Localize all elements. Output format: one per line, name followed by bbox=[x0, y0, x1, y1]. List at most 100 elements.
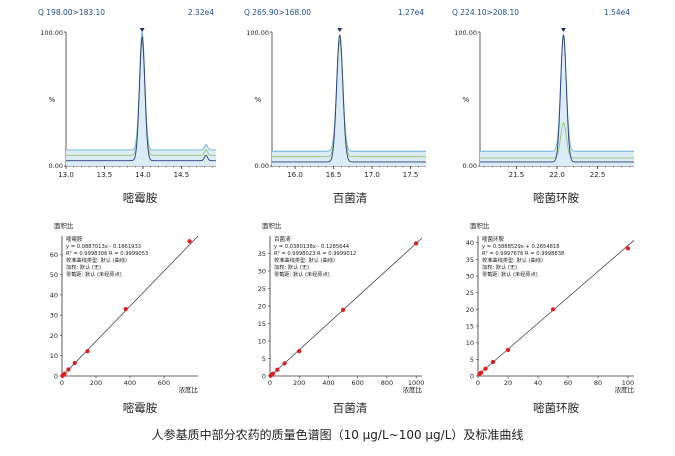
cal-x-tick-label: 600 bbox=[158, 379, 170, 387]
calibration-point bbox=[478, 370, 484, 375]
y-axis-label: % bbox=[255, 96, 262, 104]
chromatogram-trace bbox=[272, 34, 426, 163]
cal-legend-line: R² = 0.9998023 R = 0.9999012 bbox=[274, 251, 356, 257]
cal-y-tick-label: 25 bbox=[466, 289, 474, 297]
calibration-point bbox=[340, 307, 346, 312]
cal-x-tick-label: 800 bbox=[381, 379, 393, 387]
y-tick-label: 100.00 bbox=[246, 29, 269, 37]
cal-legend-line: y = 0.0380138x - 0.1285644 bbox=[274, 244, 350, 250]
chromatogram-compound-name: 百菌清 bbox=[332, 191, 368, 205]
intensity-label: 1.27e4 bbox=[398, 8, 424, 17]
cal-legend-line: y = 0.3888529x + 0.2654818 bbox=[482, 244, 560, 250]
calibration-point bbox=[505, 347, 511, 353]
cal-x-tick-label: 100 bbox=[622, 379, 634, 387]
cal-y-tick-label: 0 bbox=[262, 373, 266, 381]
chromatogram-trace bbox=[480, 122, 634, 159]
cal-y-tick-label: 50 bbox=[50, 271, 58, 279]
chromatogram-trace bbox=[272, 39, 426, 158]
cal-x-tick-label: 60 bbox=[564, 379, 572, 387]
cal-y-tick-label: 20 bbox=[466, 306, 474, 314]
cal-x-tick-label: 40 bbox=[534, 379, 542, 387]
peak-apex-marker bbox=[560, 28, 566, 32]
cal-y-tick-label: 20 bbox=[50, 332, 58, 340]
cal-legend-line: 校准曲线类型: 默认 (曲线) bbox=[66, 256, 127, 264]
cal-y-tick-label: 0 bbox=[470, 373, 474, 381]
calibration-point bbox=[66, 367, 71, 372]
x-tick-label: 16.0 bbox=[287, 171, 303, 179]
calibration-fit-line bbox=[477, 240, 635, 376]
cal-legend-line: 加权: 默认 (无) bbox=[66, 263, 101, 271]
cal-x-tick-label: 400 bbox=[124, 379, 136, 387]
cal-legend-line: 加权: 默认 (无) bbox=[482, 263, 517, 271]
y-tick-label: 100.00 bbox=[454, 29, 477, 37]
cal-y-tick-label: 20 bbox=[258, 303, 266, 311]
cal-legend-line: 校准曲线类型: 默认 (曲线) bbox=[274, 256, 335, 264]
cal-y-tick-label: 5 bbox=[262, 355, 266, 363]
cal-y-tick-label: 30 bbox=[466, 273, 474, 281]
figure-caption: 人参基质中部分农药的质量色谱图（10 μg/L~100 μg/L）及标准曲线 bbox=[151, 428, 524, 442]
chromatogram-compound-name: 嘧菌环胺 bbox=[533, 191, 579, 205]
cal-y-tick-label: 10 bbox=[50, 352, 58, 360]
cal-y-axis-title: 面积比 bbox=[54, 221, 74, 230]
x-tick-label: 13.5 bbox=[97, 171, 113, 179]
cal-legend-title: 嘧霉胺 bbox=[66, 235, 83, 243]
calibration-point bbox=[187, 239, 192, 244]
calibration-point bbox=[85, 349, 90, 354]
intensity-label: 2.32e4 bbox=[188, 8, 214, 17]
trace-fill bbox=[272, 35, 426, 167]
cal-x-tick-label: 20 bbox=[504, 379, 512, 387]
x-tick-label: 14.0 bbox=[135, 171, 151, 179]
x-tick-label: 16.5 bbox=[326, 171, 342, 179]
chromatogram-trace bbox=[480, 32, 634, 152]
cal-y-tick-label: 40 bbox=[50, 291, 58, 299]
calibration-point bbox=[72, 360, 77, 366]
cal-y-tick-label: 60 bbox=[50, 251, 58, 259]
cal-x-tick-label: 200 bbox=[293, 379, 305, 387]
chromatogram-trace bbox=[272, 34, 426, 152]
cal-x-tick-label: 600 bbox=[351, 379, 363, 387]
cal-x-axis-title: 浓度比 bbox=[403, 385, 423, 394]
calibration-point bbox=[550, 307, 556, 312]
calibration-point bbox=[414, 241, 419, 246]
calibration-point bbox=[490, 359, 496, 365]
cal-legend-line: 零截距: 默认 (未经原点) bbox=[482, 270, 538, 278]
cal-y-axis-title: 面积比 bbox=[470, 221, 490, 230]
cal-legend-line: 零截距: 默认 (未经原点) bbox=[66, 270, 122, 278]
cal-x-tick-label: 0 bbox=[60, 379, 64, 387]
cal-y-tick-label: 10 bbox=[258, 338, 266, 346]
peak-apex-marker bbox=[337, 28, 343, 32]
y-axis-label: % bbox=[463, 96, 470, 104]
calibration-point bbox=[270, 371, 276, 376]
cal-y-tick-label: 10 bbox=[466, 339, 474, 347]
cal-y-tick-label: 30 bbox=[258, 268, 266, 276]
cal-y-axis-title: 面积比 bbox=[262, 221, 282, 230]
cal-y-tick-label: 35 bbox=[466, 256, 474, 264]
y-tick-label: 0.00 bbox=[463, 162, 477, 170]
x-tick-label: 14.5 bbox=[174, 171, 190, 179]
cal-x-axis-title: 浓度比 bbox=[615, 385, 635, 394]
calibration-compound-name: 嘧菌环胺 bbox=[533, 401, 579, 415]
cal-y-tick-label: 0 bbox=[54, 373, 58, 381]
calibration-compound-name: 百菌清 bbox=[332, 401, 368, 415]
calibration-point bbox=[625, 246, 631, 251]
calibration-point bbox=[297, 349, 302, 354]
x-tick-label: 13.0 bbox=[58, 171, 74, 179]
cal-legend-line: y = 0.0887013x - 0.1861933 bbox=[66, 244, 141, 250]
transition-label: Q 224.10>208.10 bbox=[452, 8, 519, 17]
calibration-point bbox=[62, 371, 67, 376]
x-tick-label: 22.0 bbox=[549, 171, 565, 179]
cal-y-tick-label: 30 bbox=[50, 312, 58, 320]
chromatogram-trace bbox=[66, 35, 216, 162]
cal-y-tick-label: 40 bbox=[466, 239, 474, 247]
calibration-point bbox=[282, 361, 287, 366]
cal-x-tick-label: 400 bbox=[322, 379, 334, 387]
x-tick-label: 17.0 bbox=[364, 171, 380, 179]
cal-y-tick-label: 15 bbox=[258, 320, 266, 328]
cal-legend-line: R² = 0.9997676 R = 0.9998838 bbox=[482, 251, 564, 257]
cal-x-axis-title: 浓度比 bbox=[179, 385, 199, 394]
cal-legend-line: R² = 0.9998306 R = 0.9999053 bbox=[66, 251, 148, 257]
calibration-point bbox=[275, 367, 280, 372]
cal-legend-line: 零截距: 默认 (未经原点) bbox=[274, 270, 330, 278]
trace-fill bbox=[66, 32, 216, 166]
